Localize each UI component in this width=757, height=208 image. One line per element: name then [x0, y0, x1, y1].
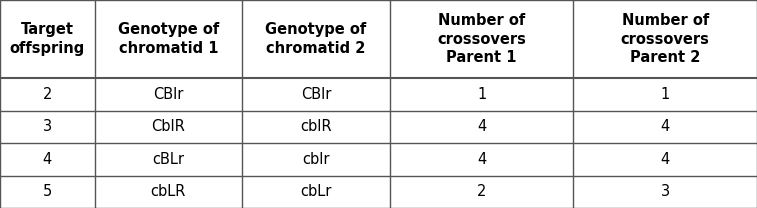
- Text: cbLR: cbLR: [151, 184, 186, 199]
- Text: 4: 4: [42, 152, 52, 167]
- Text: 3: 3: [42, 119, 52, 134]
- Text: 4: 4: [661, 152, 670, 167]
- Text: cBLr: cBLr: [152, 152, 185, 167]
- Text: 2: 2: [477, 184, 486, 199]
- Text: CBlr: CBlr: [153, 87, 184, 102]
- Text: 4: 4: [661, 119, 670, 134]
- Text: CbIR: CbIR: [151, 119, 185, 134]
- Text: cbIR: cbIR: [301, 119, 332, 134]
- Text: 1: 1: [477, 87, 486, 102]
- Text: cblr: cblr: [302, 152, 330, 167]
- Text: Target
offspring: Target offspring: [10, 22, 85, 56]
- Text: 4: 4: [477, 152, 486, 167]
- Text: 2: 2: [42, 87, 52, 102]
- Text: 4: 4: [477, 119, 486, 134]
- Text: CBlr: CBlr: [301, 87, 332, 102]
- Text: 5: 5: [42, 184, 52, 199]
- Text: Genotype of
chromatid 1: Genotype of chromatid 1: [118, 22, 219, 56]
- Text: Number of
crossovers
Parent 2: Number of crossovers Parent 2: [621, 13, 709, 65]
- Text: cbLr: cbLr: [301, 184, 332, 199]
- Text: Genotype of
chromatid 2: Genotype of chromatid 2: [266, 22, 366, 56]
- Text: Number of
crossovers
Parent 1: Number of crossovers Parent 1: [438, 13, 526, 65]
- Text: 1: 1: [661, 87, 670, 102]
- Text: 3: 3: [661, 184, 670, 199]
